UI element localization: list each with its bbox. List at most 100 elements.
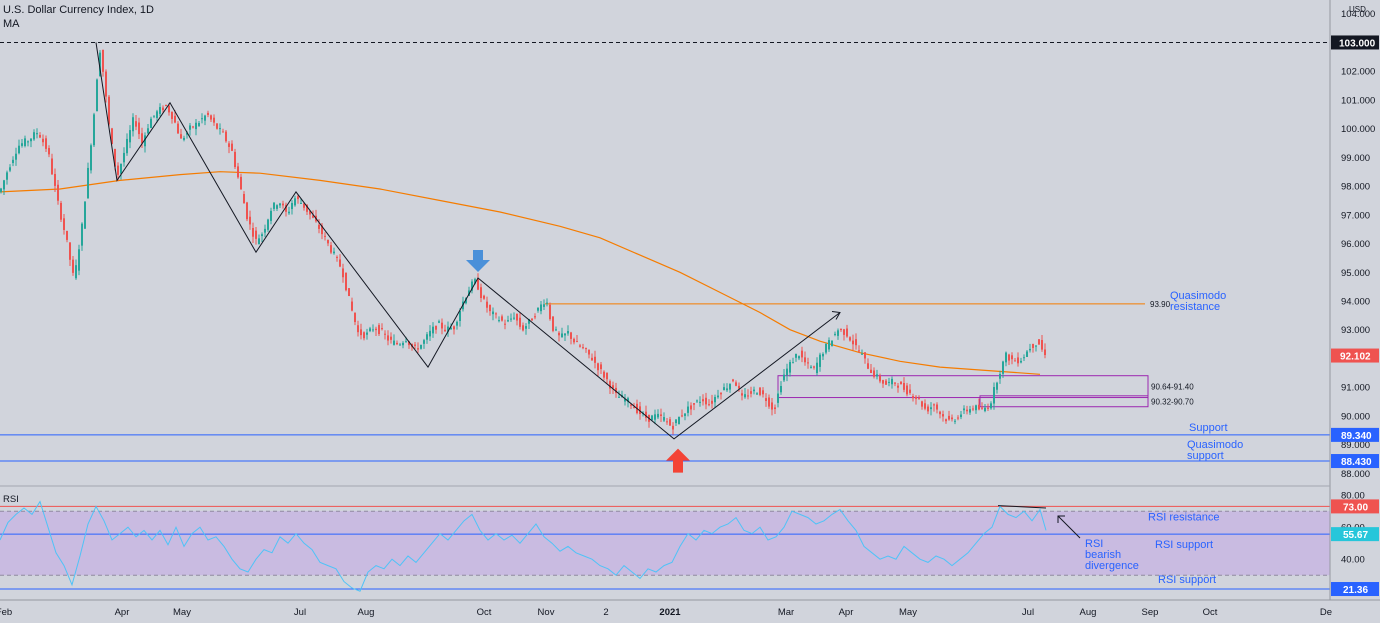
candle xyxy=(999,370,1001,384)
candle xyxy=(714,394,716,408)
candle-body xyxy=(924,403,926,409)
candle-body xyxy=(912,396,914,399)
time-tick-label: Feb xyxy=(0,607,12,618)
candle xyxy=(180,128,182,139)
candle xyxy=(267,218,269,232)
chart-title: U.S. Dollar Currency Index, 1D xyxy=(3,4,154,16)
candle-body xyxy=(489,304,491,312)
candle-body xyxy=(126,138,128,154)
candle xyxy=(708,399,710,407)
candle-body xyxy=(288,211,290,214)
candle-body xyxy=(903,382,905,390)
candle xyxy=(768,394,770,409)
candle xyxy=(399,342,401,346)
rsi-level-annotation: RSI support xyxy=(1155,539,1213,551)
candle xyxy=(417,342,419,353)
candle-body xyxy=(600,364,602,370)
candle-body xyxy=(510,318,512,320)
candle-body xyxy=(180,134,182,139)
candle-body xyxy=(27,141,29,143)
candle xyxy=(933,403,935,412)
candle xyxy=(153,115,155,119)
candle-body xyxy=(540,304,542,312)
candle-body xyxy=(885,380,887,385)
candle-body xyxy=(435,325,437,330)
candle-body xyxy=(177,123,179,134)
candle-body xyxy=(90,145,92,171)
candle-body xyxy=(501,316,503,321)
candle-body xyxy=(573,338,575,343)
candle-body xyxy=(972,408,974,410)
candle xyxy=(561,327,563,338)
candle xyxy=(12,156,14,167)
candle xyxy=(729,383,731,393)
candle xyxy=(669,416,671,427)
candle xyxy=(930,402,932,416)
candle xyxy=(867,358,869,370)
candle-body xyxy=(69,242,71,260)
candle xyxy=(432,322,434,338)
candle xyxy=(255,227,257,245)
candle-body xyxy=(696,400,698,402)
price-level-badge-text: 89.340 xyxy=(1341,431,1372,442)
candle xyxy=(393,334,395,346)
candle-body xyxy=(267,219,269,230)
candle-body xyxy=(486,301,488,308)
candle-body xyxy=(444,329,446,332)
candle-body xyxy=(966,409,968,412)
candle-body xyxy=(684,413,686,416)
candle-body xyxy=(900,381,902,385)
candle-body xyxy=(213,117,215,123)
candle-body xyxy=(537,307,539,311)
candle-body xyxy=(627,398,629,402)
moving-average-line xyxy=(0,171,1041,375)
candle-body xyxy=(882,380,884,384)
candle xyxy=(861,349,863,356)
candle-body xyxy=(279,203,281,206)
candle-body xyxy=(210,115,212,120)
candle xyxy=(0,187,2,194)
candle xyxy=(108,95,110,127)
candle-body xyxy=(240,176,242,190)
candle-body xyxy=(78,249,80,271)
rsi-level-annotation: RSI support xyxy=(1158,574,1216,586)
candle xyxy=(1038,338,1040,345)
candle xyxy=(582,343,584,350)
candle-body xyxy=(450,327,452,330)
time-tick-label: May xyxy=(173,607,191,618)
candle-body xyxy=(66,230,68,240)
candle-body xyxy=(639,406,641,415)
candle xyxy=(33,129,35,141)
candle xyxy=(723,383,725,391)
candle-body xyxy=(294,198,296,206)
candle xyxy=(528,318,530,330)
candle xyxy=(753,386,755,395)
candle xyxy=(93,112,95,148)
candle xyxy=(123,147,125,167)
candle xyxy=(603,370,605,381)
candle xyxy=(759,387,761,397)
candle xyxy=(84,201,86,229)
candle xyxy=(282,200,284,209)
candle xyxy=(51,153,53,176)
candle xyxy=(651,414,653,421)
candle-body xyxy=(246,202,248,220)
candle-body xyxy=(879,375,881,382)
candle xyxy=(372,324,374,333)
candle-body xyxy=(708,404,710,406)
candle-body xyxy=(801,350,803,358)
candle xyxy=(159,103,161,117)
candle-body xyxy=(9,167,11,171)
candle-body xyxy=(702,399,704,402)
candle-body xyxy=(918,397,920,399)
candle-body xyxy=(750,391,752,394)
candle-body xyxy=(1017,357,1019,364)
candle-body xyxy=(897,385,899,388)
candle xyxy=(315,209,317,223)
candle xyxy=(960,410,962,420)
candle xyxy=(288,206,290,215)
candle xyxy=(201,113,203,124)
candle-body xyxy=(24,138,26,146)
candle xyxy=(780,381,782,395)
